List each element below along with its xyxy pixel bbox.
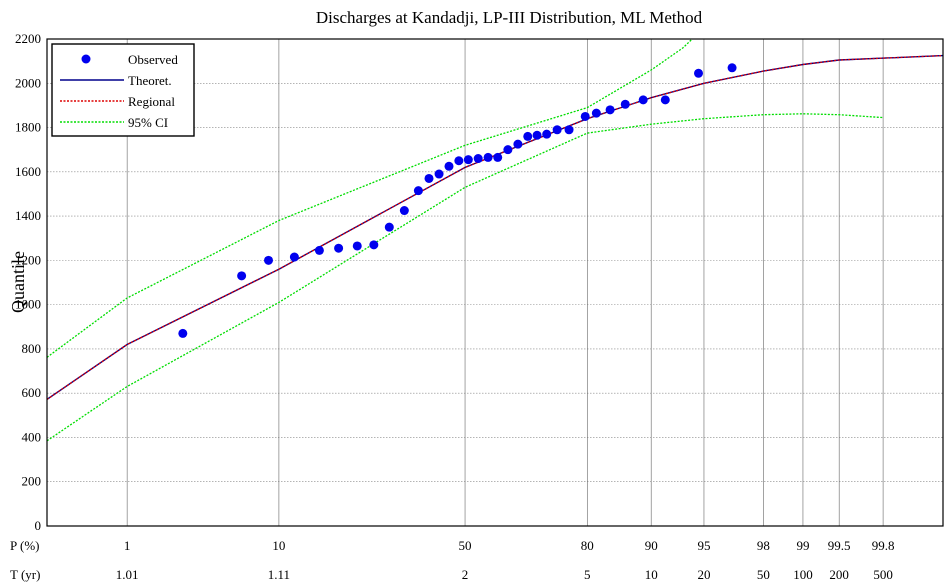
95-ci-lower-line [47,113,884,442]
observed-point [552,125,562,135]
t-tick-label: 5 [584,567,591,582]
observed-point [463,155,473,165]
chart-title: Discharges at Kandadji, LP-III Distribut… [316,8,703,27]
observed-point [483,152,493,162]
legend-marker-observed [81,54,91,64]
legend-label-regional: Regional [128,94,175,109]
p-tick-label: 90 [645,538,658,553]
observed-point [605,105,615,115]
plot-frame [46,38,944,527]
observed-point [694,68,704,78]
y-tick-label: 200 [22,474,42,489]
t-tick-label: 200 [829,567,849,582]
t-tick-label: 1.11 [268,567,290,582]
observed-point [289,252,299,262]
observed-point [542,129,552,139]
y-tick-label: 1400 [15,208,41,223]
observed-point [513,139,523,149]
y-tick-label: 1600 [15,164,41,179]
observed-point [580,111,590,121]
observed-point [384,222,394,232]
x-tick-labels: 1 10 50 80 90 95 98 99 99.5 99.8 1.01 1.11 2 5 10 20 50 1… [116,538,895,582]
observed-point [237,271,247,281]
legend-label-95-ci: 95% CI [128,115,168,130]
y-tick-label: 1000 [15,297,41,312]
p-tick-label: 80 [581,538,594,553]
p-tick-label: 10 [272,538,285,553]
curves-layer [47,39,943,442]
observed-point [660,95,670,105]
legend: Observed Theoret. Regional 95% CI [51,43,195,137]
y-tick-label: 600 [22,385,42,400]
y-tick-label: 1200 [15,252,41,267]
p-tick-label: 99.5 [828,538,851,553]
y-tick-label: 400 [22,429,42,444]
p-tick-label: 98 [757,538,770,553]
observed-point [314,245,324,255]
observed-point [334,243,344,253]
observed-point [532,130,542,140]
p-row-label: P (%) [10,538,40,553]
observed-point [399,206,409,216]
y-tick-label: 0 [35,518,42,533]
p-tick-label: 99.8 [872,538,895,553]
y-tick-labels: 0 200 400 600 800 1000 1200 1400 1600 1800 2000 220… [15,31,41,533]
y-tick-label: 2200 [15,31,41,46]
legend-label-theoret: Theoret. [128,73,172,88]
observed-point [638,95,648,105]
observed-point [493,152,503,162]
p-tick-label: 99 [796,538,809,553]
observed-point [178,328,188,338]
y-axis-label: Quantile [8,251,28,313]
t-tick-label: 100 [793,567,813,582]
t-tick-label: 2 [462,567,469,582]
observed-point [434,169,444,179]
observed-point [424,173,434,183]
observed-point [503,145,513,155]
t-tick-label: 50 [757,567,770,582]
legend-box [51,43,195,137]
legend-label-observed: Observed [128,52,178,67]
observed-point [264,255,274,265]
observed-point [413,186,423,196]
y-tick-label: 800 [22,341,42,356]
observed-point [369,240,379,250]
observed-point [352,241,362,251]
y-tick-label: 1800 [15,120,41,135]
t-tick-label: 500 [873,567,893,582]
observed-point [454,156,464,166]
t-tick-label: 10 [645,567,658,582]
observed-point [727,63,737,73]
observed-point [473,154,483,164]
y-tick-label: 2000 [15,75,41,90]
observed-points [178,63,737,338]
observed-point [620,99,630,109]
t-row-label: T (yr) [10,567,40,582]
p-tick-label: 50 [459,538,472,553]
observed-point [564,125,574,135]
p-tick-label: 1 [124,538,131,553]
observed-point [523,131,533,141]
observed-point [444,161,454,171]
regional-line [47,54,943,400]
t-tick-label: 1.01 [116,567,139,582]
gridlines [47,39,943,526]
95-ci-line [47,39,694,358]
observed-point [591,108,601,118]
t-tick-label: 20 [697,567,710,582]
p-tick-label: 95 [697,538,710,553]
